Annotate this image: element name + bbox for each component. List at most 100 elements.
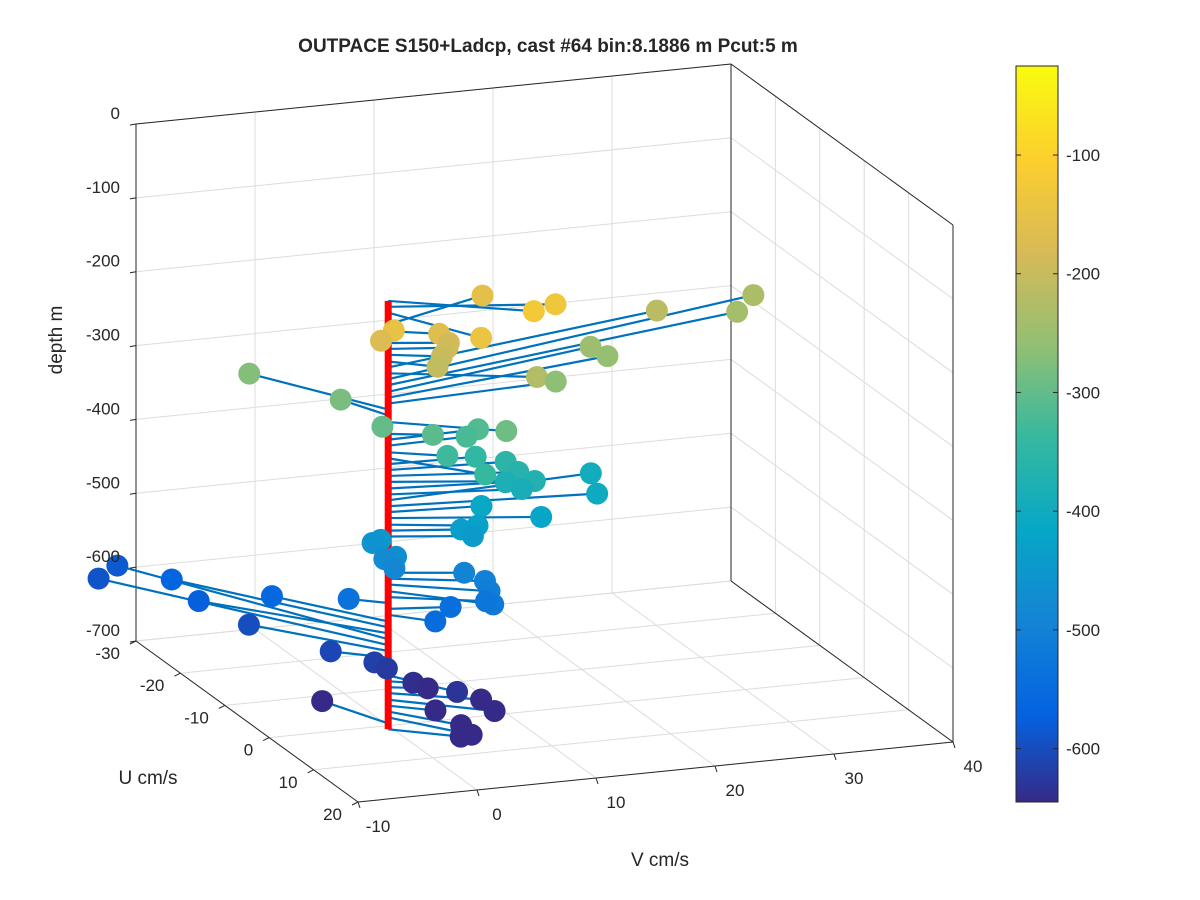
current-stick — [388, 515, 542, 520]
top-edge-side — [730, 63, 954, 226]
grid-line-z-back — [135, 285, 732, 347]
depth-marker — [474, 463, 497, 486]
current-stick — [388, 595, 487, 603]
colorbar-fill — [1015, 65, 1059, 803]
current-stick — [198, 599, 389, 635]
z-tick-label: -700 — [86, 621, 120, 640]
depth-marker — [645, 299, 668, 322]
grid-line-y-floor — [313, 709, 909, 771]
chart-title: OUTPACE S150+Ladcp, cast #64 bin:8.1886 … — [298, 36, 798, 57]
grid-line-z-side — [730, 506, 954, 669]
depth-marker — [383, 557, 406, 580]
depth-marker — [579, 462, 602, 485]
depth-marker — [416, 677, 439, 700]
depth-marker — [453, 561, 476, 584]
y-axis-label: U cm/s — [118, 768, 177, 789]
colorbar-tick-label: -300 — [1066, 383, 1100, 402]
z-tick-mark — [129, 123, 137, 126]
current-stick — [388, 455, 476, 466]
y-tick-mark — [218, 704, 226, 709]
current-stick — [248, 623, 389, 653]
z-tick-mark — [129, 345, 137, 348]
current-stick — [387, 710, 462, 727]
x-tick-mark — [357, 801, 361, 809]
current-stick — [98, 577, 389, 647]
x-tick-label: 40 — [964, 757, 983, 776]
depth-markers — [87, 284, 765, 748]
x-tick-mark — [833, 753, 837, 761]
grid-line-z-side — [730, 432, 954, 595]
depth-marker — [370, 329, 393, 352]
tick-labels: -10010203040-30-20-10010200-100-200-300-… — [86, 104, 982, 836]
current-stick — [387, 294, 483, 326]
current-stick — [388, 728, 461, 738]
colorbar-tick-label: -100 — [1066, 146, 1100, 165]
z-tick-mark — [129, 492, 137, 495]
depth-marker — [586, 482, 609, 505]
z-tick-label: -500 — [86, 473, 120, 492]
z-tick-label: 0 — [111, 104, 120, 123]
y-tick-mark — [262, 737, 270, 742]
grid-line-x-floor — [254, 628, 478, 791]
depth-marker — [237, 613, 260, 636]
depth-marker — [238, 362, 261, 385]
grid-line-y-floor — [180, 612, 776, 674]
depth-marker — [525, 366, 548, 389]
current-stick — [249, 372, 389, 411]
x-tick-label: -10 — [366, 817, 391, 836]
z-tick-mark — [129, 566, 137, 569]
current-stick — [387, 294, 754, 381]
depth-marker — [470, 495, 493, 518]
depth-marker — [742, 284, 765, 307]
current-stick — [321, 700, 389, 725]
y-tick-label: -30 — [95, 644, 120, 663]
depth-marker — [361, 531, 384, 554]
grid-line-z-side — [730, 137, 954, 300]
depth-marker — [187, 590, 210, 613]
grid-line-z-back — [135, 211, 732, 273]
x-tick-mark — [476, 789, 480, 797]
depth-marker — [495, 420, 518, 443]
y-tick-mark — [174, 672, 181, 677]
z-tick-label: -200 — [86, 252, 120, 271]
z-tick-mark — [129, 418, 137, 421]
grid-line-z-side — [730, 359, 954, 521]
z-axis-label: depth m — [46, 306, 67, 375]
depth-marker — [160, 568, 183, 591]
depth-marker — [260, 585, 283, 608]
depth-marker — [337, 587, 360, 610]
grid-line-z-side — [730, 285, 954, 447]
depth-marker — [424, 699, 447, 722]
depth-marker — [439, 596, 462, 619]
grid-line-x-floor — [492, 604, 716, 767]
z-tick-mark — [129, 640, 137, 643]
x-tick-label: 0 — [492, 805, 501, 824]
grid-line-z-side — [730, 211, 954, 374]
depth-marker — [510, 478, 533, 501]
depth-marker — [424, 610, 447, 633]
depth-marker — [446, 680, 469, 703]
current-stick — [271, 595, 389, 623]
z-tick-mark — [129, 197, 137, 200]
current-stick — [387, 345, 591, 393]
depth-marker — [375, 657, 398, 680]
top-edge-back — [135, 63, 732, 125]
current-stick — [388, 380, 556, 405]
depth-marker — [449, 725, 472, 748]
colorbar-tick-label: -500 — [1066, 621, 1100, 640]
current-stick — [388, 583, 490, 593]
colorbar-tick-label: -600 — [1066, 740, 1100, 759]
colorbar: -100 -200 -300 -400 -500 -600 — [1015, 65, 1100, 803]
colorbar-tick-label: -200 — [1066, 265, 1100, 284]
depth-marker — [87, 567, 110, 590]
x-tick-mark — [595, 777, 599, 785]
depth-marker — [474, 590, 497, 613]
y-tick-label: 10 — [279, 773, 298, 792]
current-stick — [387, 355, 608, 399]
current-stick — [388, 492, 598, 508]
current-stick — [388, 504, 482, 514]
z-tick-label: -600 — [86, 547, 120, 566]
floor-edge-right — [730, 580, 954, 743]
depth-marker — [461, 525, 484, 548]
